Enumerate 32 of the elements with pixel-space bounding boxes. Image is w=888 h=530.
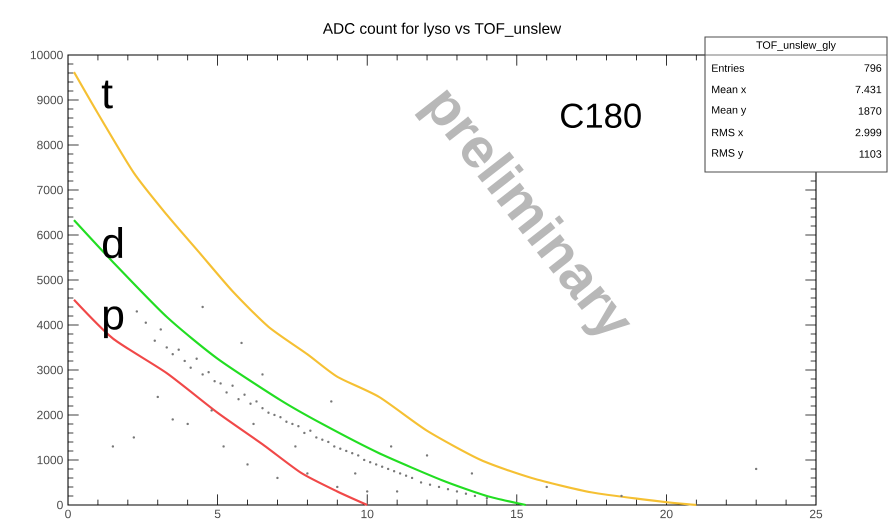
- annotation: Mean x: [712, 86, 746, 94]
- y-tick-label: 9000: [37, 96, 63, 104]
- text: TOF_unslew_gly: [756, 41, 836, 51]
- x-tick-label: 0: [65, 510, 71, 518]
- y-tick-label: 8000: [37, 140, 63, 150]
- y-tick-label: 7000: [37, 186, 63, 194]
- series-label: t: [102, 80, 113, 109]
- x-tick-label: 5: [214, 510, 220, 518]
- x-tick-label: 20: [660, 510, 673, 518]
- text: 796: [864, 64, 882, 72]
- annotation: RMS y: [712, 149, 744, 159]
- series-label: p: [104, 306, 124, 338]
- annotation: RMS x: [712, 128, 744, 136]
- y-tick-label: 0: [57, 500, 63, 510]
- text: 7.431: [856, 86, 882, 94]
- annotation: Mean y: [712, 106, 746, 116]
- chart-title: ADC count for lyso vs TOF_unslew: [322, 22, 562, 37]
- y-tick-label: 2000: [37, 410, 63, 420]
- x-tick-label: 10: [361, 510, 374, 518]
- text: 1103: [860, 150, 882, 158]
- y-tick-label: 4000: [36, 320, 63, 330]
- y-tick-label: 5000: [37, 276, 63, 284]
- y-tick-label: 1000: [38, 456, 63, 464]
- text: 2.999: [856, 128, 882, 136]
- annotation: Entries: [712, 64, 744, 72]
- y-tick-label: 6000: [37, 230, 63, 240]
- series-label: d: [102, 226, 122, 258]
- y-tick-label: 3000: [37, 366, 63, 374]
- text: 1870: [858, 107, 882, 115]
- x-tick-label: 15: [511, 510, 523, 518]
- y-tick-label: 10000: [30, 50, 63, 60]
- x-tick-label: 25: [810, 510, 822, 518]
